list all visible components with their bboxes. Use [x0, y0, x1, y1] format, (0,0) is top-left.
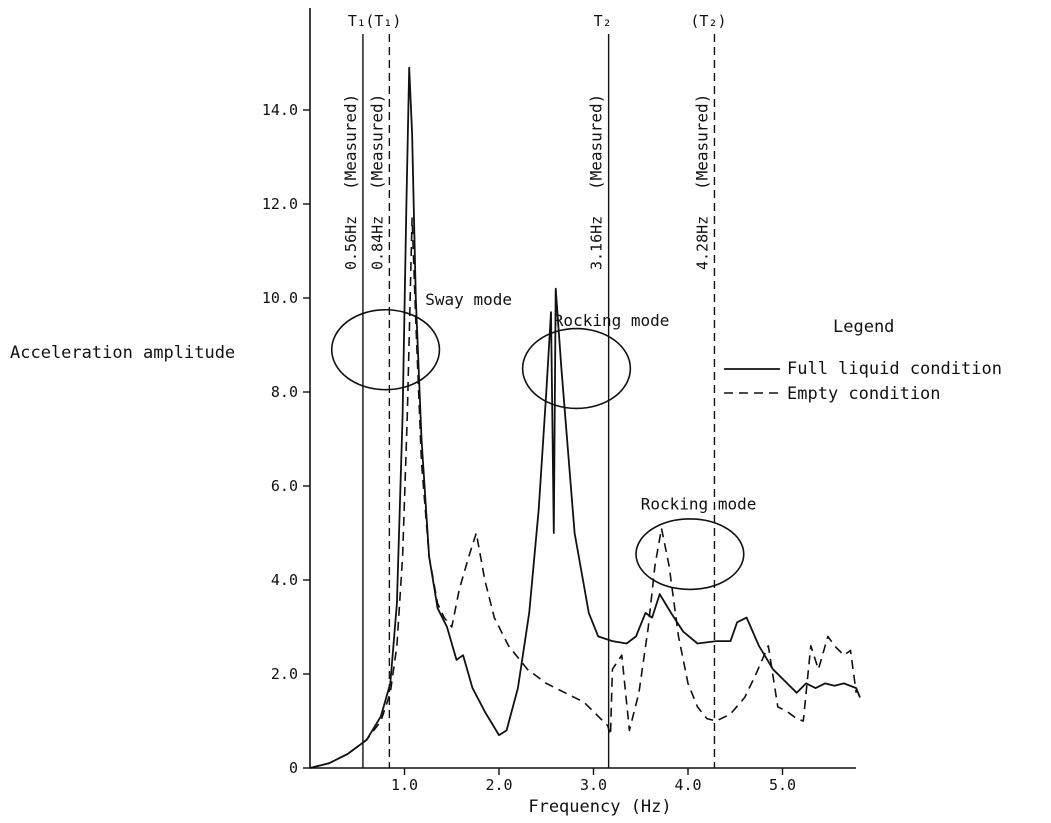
measured-top-label: T₁ [348, 12, 366, 30]
x-axis-title: Frequency (Hz) [528, 797, 671, 817]
y-tick-label: 2.0 [271, 665, 298, 683]
measured-frequency-label: 4.28Hz [693, 216, 711, 270]
x-ticks: 1.0 2.0 3.0 4.0 5.0 [391, 768, 796, 794]
legend-label-full: Full liquid condition [787, 359, 1002, 379]
annotations: Sway mode Rocking mode Rocking mode [330, 290, 757, 591]
mode-ellipse [330, 308, 441, 391]
legend-label-empty: Empty condition [787, 384, 941, 404]
measured-frequency-label: 0.84Hz [368, 216, 386, 270]
series-line-empty [309, 217, 857, 769]
y-tick-label: 4.0 [271, 571, 298, 589]
legend-title: Legend [833, 317, 894, 337]
measured-top-label: T₂ [594, 12, 612, 30]
y-axis-title: Acceleration amplitude [10, 343, 235, 363]
measured-note: (Measured) [341, 94, 360, 190]
series-line-full [309, 66, 861, 769]
y-ticks: 0 2.0 4.0 6.0 8.0 10.0 12.0 14.0 [262, 101, 310, 777]
measured-note: (Measured) [587, 94, 606, 190]
x-tick-label: 3.0 [580, 776, 607, 794]
measured-top-label: (T₁) [365, 12, 401, 30]
y-tick-label: 10.0 [262, 289, 298, 307]
mode-ellipse [635, 518, 745, 591]
x-tick-label: 5.0 [769, 776, 796, 794]
legend: Legend Full liquid condition Empty condi… [724, 317, 1002, 404]
axes [309, 8, 856, 769]
measured-note: (Measured) [692, 94, 711, 190]
measured-frequency-label: 3.16Hz [588, 216, 606, 270]
y-tick-label: 12.0 [262, 195, 298, 213]
y-tick-label: 8.0 [271, 383, 298, 401]
y-tick-label: 14.0 [262, 101, 298, 119]
mode-label: Rocking mode [641, 495, 757, 514]
mode-ellipse [521, 327, 632, 410]
measured-top-label: (T₂) [690, 12, 726, 30]
x-tick-label: 2.0 [485, 776, 512, 794]
mode-label: Sway mode [425, 290, 512, 309]
x-tick-label: 1.0 [391, 776, 418, 794]
y-tick-label: 6.0 [271, 477, 298, 495]
y-tick-label: 0 [289, 759, 298, 777]
measured-frequency-label: 0.56Hz [342, 216, 360, 270]
measured-note: (Measured) [367, 94, 386, 190]
measured-lines: T₁ 0.56Hz (Measured) (T₁) 0.84Hz (Measured) T₂… [341, 12, 727, 768]
series-layer [309, 66, 861, 769]
mode-label: Rocking mode [554, 311, 670, 330]
x-tick-label: 4.0 [674, 776, 701, 794]
